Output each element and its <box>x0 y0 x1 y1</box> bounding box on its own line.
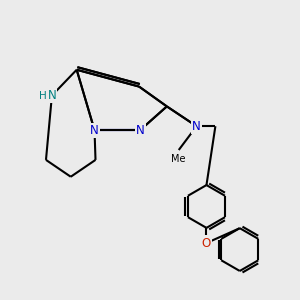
Text: N: N <box>90 124 99 137</box>
Text: N: N <box>47 89 56 102</box>
Text: H: H <box>39 91 47 100</box>
Text: N: N <box>136 124 145 137</box>
Text: Me: Me <box>172 154 186 164</box>
Text: O: O <box>202 236 211 250</box>
Text: N: N <box>192 120 201 133</box>
